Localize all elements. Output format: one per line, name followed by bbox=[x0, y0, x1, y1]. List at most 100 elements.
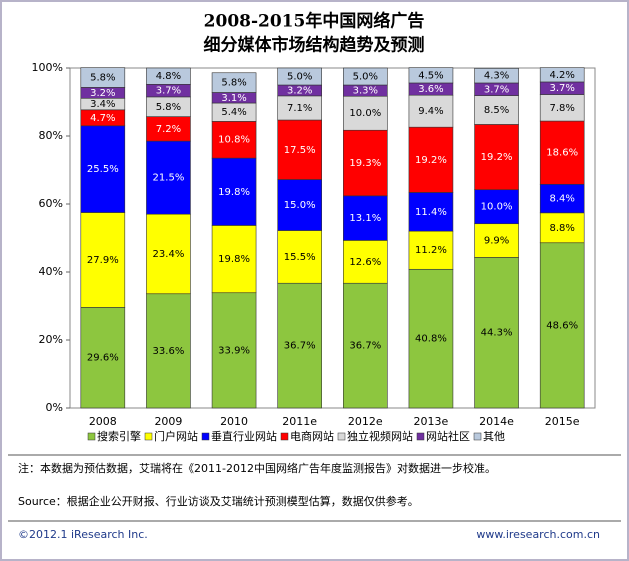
bar-segment bbox=[408, 192, 454, 232]
y-tick-label: 80% bbox=[39, 129, 63, 142]
value-label: 23.4% bbox=[153, 249, 185, 260]
source: Source：根据企业公开财报、行业访谈及艾瑞统计预测模型估算，数据仅供参考。 bbox=[18, 494, 419, 508]
value-label: 7.8% bbox=[549, 103, 574, 114]
legend-swatch bbox=[473, 432, 482, 441]
bar-segment bbox=[277, 282, 322, 409]
value-label: 3.2% bbox=[287, 85, 312, 96]
value-label: 8.8% bbox=[549, 223, 574, 234]
value-label: 10.0% bbox=[349, 108, 381, 119]
value-label: 33.9% bbox=[218, 345, 250, 356]
y-tick-label: 60% bbox=[39, 197, 63, 210]
note: 注：本数据为预估数据，艾瑞将在《2011-2012中国网络广告年度监测报告》对数… bbox=[18, 461, 496, 475]
bar-segment bbox=[408, 268, 454, 409]
bar-segment bbox=[211, 225, 257, 294]
value-label: 27.9% bbox=[87, 255, 119, 266]
value-label: 9.9% bbox=[484, 236, 509, 247]
bar-segment bbox=[343, 95, 388, 131]
bar-segment bbox=[146, 140, 191, 215]
x-tick-label: 2008 bbox=[89, 415, 117, 428]
value-label: 40.8% bbox=[415, 334, 447, 345]
legend-label: 电商网站 bbox=[290, 429, 334, 443]
bar-segment bbox=[539, 183, 585, 214]
value-label: 15.5% bbox=[284, 252, 316, 263]
x-tick-label: 2011e bbox=[282, 415, 317, 428]
legend-label: 其他 bbox=[483, 430, 505, 443]
bar-segment bbox=[277, 119, 322, 180]
legend-swatch bbox=[337, 432, 346, 441]
legend-label: 独立视频网站 bbox=[347, 429, 413, 443]
bar-segment bbox=[343, 67, 388, 86]
value-label: 3.2% bbox=[90, 88, 115, 99]
legend-swatch bbox=[280, 432, 289, 441]
bar-segment bbox=[343, 240, 388, 284]
bar-segment bbox=[408, 126, 454, 193]
chart-subtitle: 细分媒体市场结构趋势及预测 bbox=[204, 35, 425, 56]
value-label: 19.2% bbox=[415, 155, 447, 166]
y-tick-label: 20% bbox=[39, 333, 63, 346]
bar-segment bbox=[474, 95, 519, 125]
value-label: 10.8% bbox=[218, 135, 250, 146]
value-label: 12.6% bbox=[349, 257, 381, 268]
bar-segment bbox=[80, 67, 126, 88]
bar-segment bbox=[539, 67, 585, 83]
bar-segment bbox=[408, 94, 454, 128]
value-label: 4.2% bbox=[549, 70, 574, 81]
bar-segment bbox=[146, 116, 191, 142]
value-label: 29.6% bbox=[87, 353, 119, 364]
bar-segment bbox=[408, 67, 454, 84]
bar-segment bbox=[474, 189, 519, 225]
legend-label: 网站社区 bbox=[426, 429, 470, 443]
value-label: 5.8% bbox=[156, 102, 181, 113]
bar-segment bbox=[146, 293, 191, 409]
value-label: 15.0% bbox=[284, 200, 316, 211]
bar-segment bbox=[211, 157, 257, 226]
legend-label: 门户网站 bbox=[154, 429, 198, 443]
legend-label: 垂直行业网站 bbox=[211, 429, 277, 443]
bar-segment bbox=[343, 282, 388, 409]
value-label: 11.4% bbox=[415, 207, 447, 218]
value-label: 5.4% bbox=[221, 107, 246, 118]
x-tick-label: 2012e bbox=[348, 415, 383, 428]
legend-swatch bbox=[144, 432, 153, 441]
bar-segment bbox=[146, 67, 191, 85]
value-label: 3.6% bbox=[418, 84, 443, 95]
value-label: 19.8% bbox=[218, 254, 250, 265]
value-label: 19.8% bbox=[218, 187, 250, 198]
value-label: 17.5% bbox=[284, 145, 316, 156]
bar-segment bbox=[277, 67, 322, 86]
value-label: 18.6% bbox=[546, 148, 578, 159]
x-tick-label: 2013e bbox=[414, 415, 449, 428]
chart-title: 2008-2015年中国网络广告 bbox=[204, 11, 425, 32]
value-label: 36.7% bbox=[284, 341, 316, 352]
value-label: 19.3% bbox=[349, 158, 381, 169]
bar-segment bbox=[211, 72, 257, 93]
legend-swatch bbox=[201, 432, 210, 441]
value-label: 8.5% bbox=[484, 105, 509, 116]
value-label: 7.1% bbox=[287, 103, 312, 114]
value-label: 13.1% bbox=[349, 213, 381, 224]
value-label: 4.7% bbox=[90, 113, 115, 124]
value-label: 5.8% bbox=[221, 78, 246, 89]
value-label: 3.7% bbox=[484, 84, 509, 95]
y-tick-label: 40% bbox=[39, 265, 63, 278]
bar-segment bbox=[277, 179, 322, 231]
bar-segment bbox=[211, 292, 257, 409]
bar-segment bbox=[539, 120, 585, 185]
value-label: 25.5% bbox=[87, 164, 119, 175]
bar-segment bbox=[474, 68, 519, 84]
bar-segment bbox=[474, 257, 519, 409]
bar-segment bbox=[211, 121, 257, 159]
value-label: 8.4% bbox=[549, 194, 574, 205]
x-tick-label: 2015e bbox=[545, 415, 580, 428]
x-tick-label: 2010 bbox=[220, 415, 248, 428]
x-tick-label: 2014e bbox=[479, 415, 514, 428]
website: www.iresearch.com.cn bbox=[476, 528, 600, 541]
bar-segment bbox=[474, 223, 519, 258]
value-label: 10.0% bbox=[481, 202, 513, 213]
value-label: 36.7% bbox=[349, 341, 381, 352]
value-label: 21.5% bbox=[153, 173, 185, 184]
legend-label: 搜索引擎 bbox=[97, 429, 141, 443]
copyright: ©2012.1 iResearch Inc. bbox=[18, 528, 148, 541]
bar-segment bbox=[343, 195, 388, 241]
